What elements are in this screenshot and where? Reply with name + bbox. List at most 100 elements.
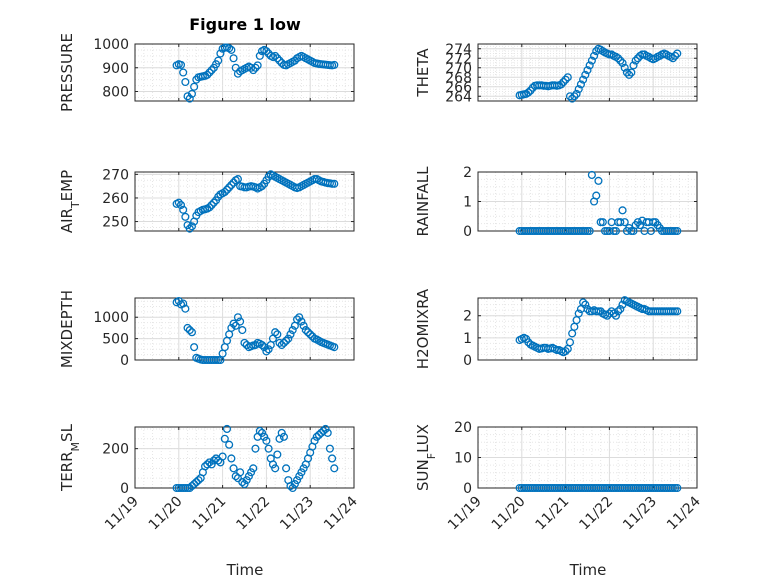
data-point bbox=[572, 89, 581, 98]
data-point bbox=[328, 454, 337, 463]
data-point bbox=[185, 94, 194, 103]
data-point bbox=[190, 480, 199, 489]
data-point bbox=[203, 460, 212, 469]
data-point bbox=[251, 63, 260, 72]
y-tick-label: 0 bbox=[120, 481, 129, 497]
data-point bbox=[614, 307, 623, 316]
data-point bbox=[262, 436, 271, 445]
y-tick-label: 2 bbox=[463, 309, 472, 325]
data-point bbox=[646, 226, 656, 236]
data-point bbox=[187, 89, 196, 98]
data-point bbox=[225, 44, 234, 53]
data-point bbox=[247, 468, 256, 477]
y-axis-label: TERRMSL bbox=[58, 423, 82, 492]
data-point bbox=[587, 170, 596, 180]
x-tick-label: 11/21 bbox=[533, 494, 573, 534]
data-point bbox=[284, 334, 293, 343]
data-point bbox=[273, 450, 282, 459]
subplot-7: 0 200 11/19 11/20 11/21 11/22 11/23 11/24 TERRMS… bbox=[58, 423, 361, 533]
y-tick-label: 260 bbox=[102, 191, 129, 207]
data-point bbox=[185, 224, 194, 233]
data-point bbox=[330, 179, 339, 188]
data-point bbox=[242, 476, 251, 485]
data-point bbox=[330, 464, 339, 473]
data-point bbox=[330, 60, 339, 69]
data-point bbox=[303, 328, 313, 337]
y-axis-label: THETA bbox=[414, 48, 432, 98]
data-point bbox=[187, 328, 196, 337]
data-point bbox=[323, 428, 332, 437]
data-point bbox=[295, 313, 304, 322]
data-point bbox=[218, 452, 227, 461]
x-tick-label: 11/24 bbox=[321, 493, 361, 533]
y-tick-label: 270 bbox=[102, 167, 129, 183]
data-point bbox=[271, 51, 280, 60]
data-point bbox=[625, 70, 634, 79]
data-point bbox=[574, 309, 583, 318]
x-axis-label-left: Time bbox=[226, 561, 264, 579]
data-point bbox=[673, 226, 682, 236]
data-point bbox=[636, 221, 645, 230]
data-point bbox=[286, 481, 295, 491]
data-point bbox=[257, 182, 267, 191]
data-point bbox=[306, 330, 315, 339]
data-point bbox=[183, 323, 192, 332]
data-point bbox=[181, 304, 190, 313]
data-point bbox=[236, 317, 245, 326]
data-point bbox=[271, 328, 280, 337]
data-point bbox=[282, 336, 291, 345]
data-point bbox=[249, 464, 258, 473]
data-point bbox=[611, 226, 621, 236]
data-point bbox=[183, 92, 192, 101]
data-point bbox=[273, 54, 282, 63]
data-point bbox=[238, 478, 247, 487]
y-axis-label: SUNFLUX bbox=[414, 424, 438, 491]
data-point bbox=[207, 460, 216, 469]
y-tick-label: 0 bbox=[463, 353, 472, 369]
data-point bbox=[297, 317, 306, 326]
x-tick-label: 11/19 bbox=[445, 494, 485, 534]
x-tick-label: 11/23 bbox=[620, 494, 660, 534]
data-point bbox=[290, 480, 299, 489]
y-tick-label: 1000 bbox=[93, 310, 129, 326]
data-point bbox=[231, 472, 240, 481]
data-point bbox=[618, 58, 627, 68]
data-point bbox=[255, 426, 264, 435]
y-tick-label: 268 bbox=[445, 70, 472, 86]
data-point bbox=[187, 222, 196, 231]
data-point bbox=[673, 483, 682, 493]
data-point bbox=[629, 61, 638, 70]
data-point bbox=[225, 440, 234, 449]
subplot-1: 800 900 1000 PRESSURE bbox=[58, 33, 355, 112]
data-point bbox=[570, 92, 579, 101]
data-point bbox=[257, 428, 267, 437]
y-tick-label: 264 bbox=[445, 89, 472, 105]
y-tick-label: 500 bbox=[102, 332, 129, 348]
data-point bbox=[279, 432, 288, 441]
axes-frame bbox=[477, 43, 698, 102]
data-point bbox=[181, 212, 190, 221]
data-point bbox=[192, 478, 201, 487]
data-point bbox=[557, 80, 566, 89]
y-axis-label: MIXDEPTH bbox=[58, 290, 76, 368]
data-point bbox=[563, 73, 572, 82]
data-point bbox=[590, 51, 599, 60]
data-point bbox=[214, 456, 223, 465]
data-point bbox=[205, 458, 214, 467]
data-point bbox=[187, 481, 196, 491]
data-point bbox=[190, 343, 199, 352]
data-point bbox=[618, 206, 627, 215]
data-point bbox=[181, 77, 190, 87]
data-point bbox=[673, 307, 682, 316]
data-point bbox=[561, 75, 570, 84]
data-point bbox=[314, 430, 324, 439]
y-tick-label: 250 bbox=[102, 215, 129, 231]
axes-frame bbox=[134, 297, 355, 361]
data-point bbox=[216, 49, 225, 58]
data-point bbox=[631, 56, 640, 65]
data-point bbox=[310, 436, 319, 445]
data-point bbox=[301, 326, 310, 335]
y-axis-label: AIRTEMP bbox=[58, 170, 82, 233]
data-point bbox=[251, 444, 260, 453]
